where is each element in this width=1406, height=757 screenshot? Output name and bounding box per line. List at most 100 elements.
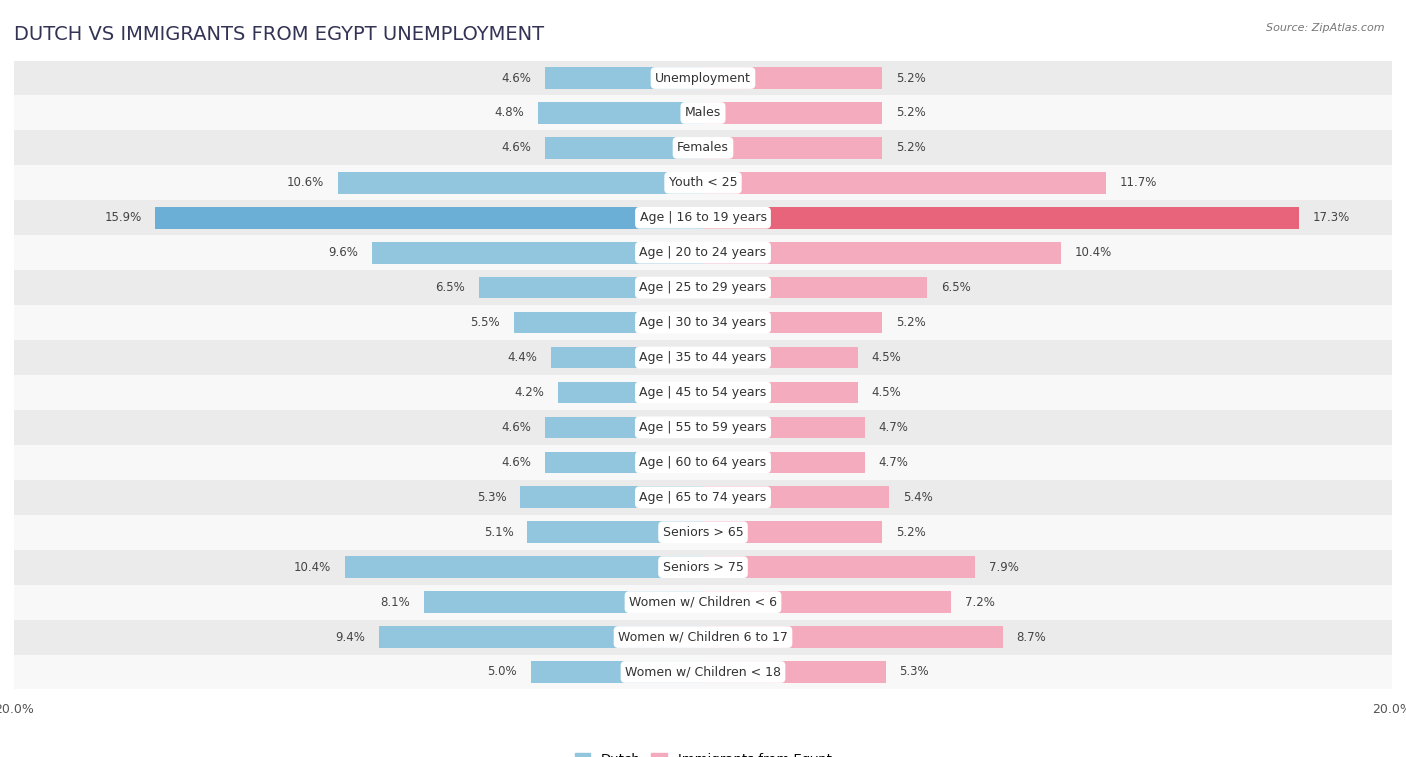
Text: 7.9%: 7.9% [988, 561, 1019, 574]
Text: Unemployment: Unemployment [655, 71, 751, 85]
Text: 4.7%: 4.7% [879, 456, 908, 469]
Text: 5.3%: 5.3% [477, 491, 506, 504]
Bar [703, 67, 882, 89]
Text: 4.4%: 4.4% [508, 351, 537, 364]
Text: Source: ZipAtlas.com: Source: ZipAtlas.com [1267, 23, 1385, 33]
FancyBboxPatch shape [14, 305, 1392, 340]
Text: Females: Females [678, 142, 728, 154]
Text: 10.6%: 10.6% [287, 176, 323, 189]
FancyBboxPatch shape [14, 375, 1392, 410]
Text: 5.5%: 5.5% [470, 316, 499, 329]
Text: 15.9%: 15.9% [104, 211, 142, 224]
Text: 4.7%: 4.7% [879, 421, 908, 434]
Bar [380, 626, 703, 648]
Bar [344, 556, 703, 578]
Bar [527, 522, 703, 543]
FancyBboxPatch shape [14, 201, 1392, 235]
Bar [703, 137, 882, 159]
Bar [544, 416, 703, 438]
Text: 4.6%: 4.6% [501, 421, 531, 434]
FancyBboxPatch shape [14, 270, 1392, 305]
Text: 5.1%: 5.1% [484, 525, 513, 539]
Text: 4.6%: 4.6% [501, 142, 531, 154]
Bar [520, 487, 703, 508]
Text: 5.2%: 5.2% [896, 525, 925, 539]
Text: Age | 45 to 54 years: Age | 45 to 54 years [640, 386, 766, 399]
Text: 4.6%: 4.6% [501, 456, 531, 469]
FancyBboxPatch shape [14, 340, 1392, 375]
Text: Women w/ Children < 6: Women w/ Children < 6 [628, 596, 778, 609]
Bar [544, 137, 703, 159]
Text: 8.1%: 8.1% [381, 596, 411, 609]
Text: Women w/ Children < 18: Women w/ Children < 18 [626, 665, 780, 678]
Bar [551, 347, 703, 369]
Text: 4.5%: 4.5% [872, 351, 901, 364]
Text: Age | 60 to 64 years: Age | 60 to 64 years [640, 456, 766, 469]
Text: Males: Males [685, 107, 721, 120]
Bar [703, 556, 976, 578]
FancyBboxPatch shape [14, 445, 1392, 480]
Bar [703, 207, 1299, 229]
Text: 9.6%: 9.6% [329, 246, 359, 259]
Text: 4.5%: 4.5% [872, 386, 901, 399]
Bar [703, 661, 886, 683]
Text: 5.2%: 5.2% [896, 71, 925, 85]
Text: Seniors > 75: Seniors > 75 [662, 561, 744, 574]
Bar [537, 102, 703, 124]
Text: Youth < 25: Youth < 25 [669, 176, 737, 189]
FancyBboxPatch shape [14, 235, 1392, 270]
Text: 9.4%: 9.4% [336, 631, 366, 643]
Bar [703, 626, 1002, 648]
Bar [703, 416, 865, 438]
Bar [703, 487, 889, 508]
Bar [544, 67, 703, 89]
FancyBboxPatch shape [14, 655, 1392, 690]
Bar [703, 591, 950, 613]
Text: Age | 30 to 34 years: Age | 30 to 34 years [640, 316, 766, 329]
Text: 8.7%: 8.7% [1017, 631, 1046, 643]
FancyBboxPatch shape [14, 619, 1392, 655]
Text: Age | 65 to 74 years: Age | 65 to 74 years [640, 491, 766, 504]
Text: 6.5%: 6.5% [941, 281, 970, 294]
FancyBboxPatch shape [14, 61, 1392, 95]
Text: 4.6%: 4.6% [501, 71, 531, 85]
FancyBboxPatch shape [14, 515, 1392, 550]
FancyBboxPatch shape [14, 410, 1392, 445]
Bar [544, 451, 703, 473]
Bar [155, 207, 703, 229]
Text: Women w/ Children 6 to 17: Women w/ Children 6 to 17 [619, 631, 787, 643]
Bar [703, 451, 865, 473]
Bar [703, 347, 858, 369]
Text: 4.2%: 4.2% [515, 386, 544, 399]
Bar [703, 102, 882, 124]
Bar [337, 172, 703, 194]
Text: 10.4%: 10.4% [1076, 246, 1112, 259]
Bar [513, 312, 703, 333]
Bar [703, 277, 927, 298]
Bar [558, 382, 703, 403]
Text: 17.3%: 17.3% [1313, 211, 1350, 224]
Bar [703, 312, 882, 333]
Legend: Dutch, Immigrants from Egypt: Dutch, Immigrants from Egypt [575, 753, 831, 757]
Text: Age | 55 to 59 years: Age | 55 to 59 years [640, 421, 766, 434]
Text: DUTCH VS IMMIGRANTS FROM EGYPT UNEMPLOYMENT: DUTCH VS IMMIGRANTS FROM EGYPT UNEMPLOYM… [14, 25, 544, 44]
Text: 5.3%: 5.3% [900, 665, 929, 678]
FancyBboxPatch shape [14, 550, 1392, 584]
FancyBboxPatch shape [14, 480, 1392, 515]
Text: 10.4%: 10.4% [294, 561, 330, 574]
Bar [703, 522, 882, 543]
Text: 7.2%: 7.2% [965, 596, 994, 609]
Text: 6.5%: 6.5% [436, 281, 465, 294]
Text: Age | 16 to 19 years: Age | 16 to 19 years [640, 211, 766, 224]
Bar [703, 382, 858, 403]
Text: 5.2%: 5.2% [896, 316, 925, 329]
Text: 5.2%: 5.2% [896, 142, 925, 154]
Text: Seniors > 65: Seniors > 65 [662, 525, 744, 539]
FancyBboxPatch shape [14, 584, 1392, 619]
FancyBboxPatch shape [14, 95, 1392, 130]
FancyBboxPatch shape [14, 165, 1392, 201]
Bar [531, 661, 703, 683]
Text: 5.0%: 5.0% [488, 665, 517, 678]
FancyBboxPatch shape [14, 130, 1392, 165]
Bar [373, 242, 703, 263]
